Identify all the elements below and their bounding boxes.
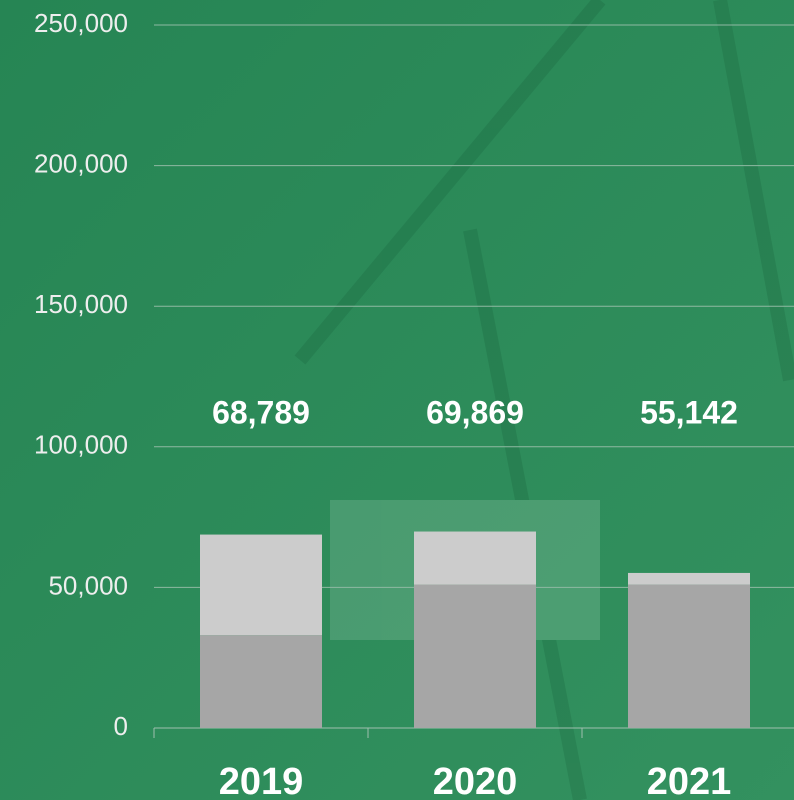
total-label: 68,789 xyxy=(212,394,310,430)
bar-segment xyxy=(628,572,750,585)
total-label: 55,142 xyxy=(640,394,738,430)
bar-segment xyxy=(414,531,536,585)
y-tick-label: 200,000 xyxy=(34,148,128,178)
y-tick-label: 150,000 xyxy=(34,289,128,319)
x-tick-label: 2020 xyxy=(433,761,518,800)
bar-segment xyxy=(628,584,750,728)
bar-segment xyxy=(200,635,322,728)
y-tick-label: 0 xyxy=(114,711,128,741)
bar-segment xyxy=(200,534,322,636)
y-tick-label: 50,000 xyxy=(48,570,128,600)
x-tick-label: 2021 xyxy=(647,761,732,800)
x-tick-label: 2019 xyxy=(219,761,304,800)
crane-backdrop xyxy=(294,0,794,800)
y-tick-label: 250,000 xyxy=(34,8,128,38)
y-tick-label: 100,000 xyxy=(34,430,128,460)
total-label: 69,869 xyxy=(426,394,524,430)
bar-segment xyxy=(414,584,536,728)
